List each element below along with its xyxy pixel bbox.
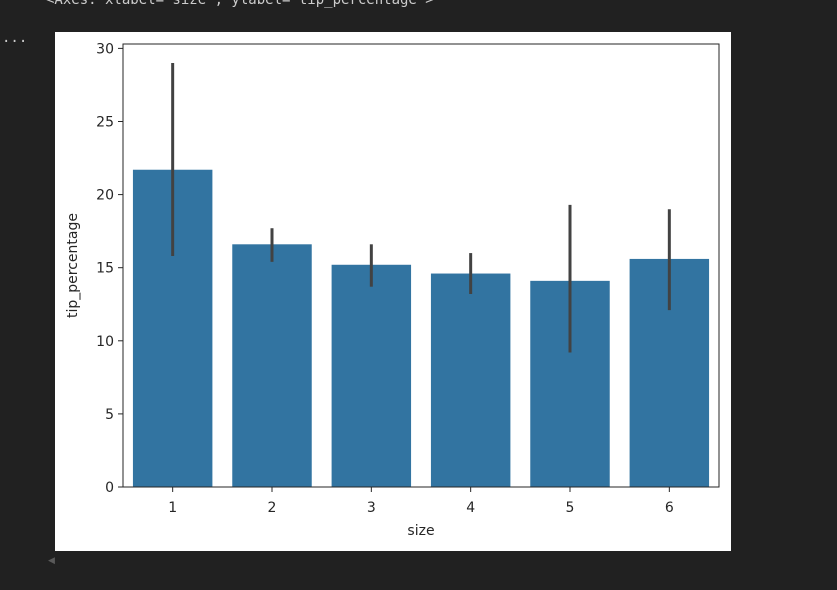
x-tick-label-2: 2	[268, 500, 277, 516]
output-collapse-ellipsis[interactable]: ...	[2, 30, 28, 46]
bar-2	[232, 244, 312, 487]
y-tick-label-0: 0	[105, 480, 114, 496]
x-tick-label-1: 1	[168, 500, 177, 516]
error-bars-layer	[171, 63, 671, 353]
y-tick-label-5: 5	[105, 407, 114, 423]
y-tick-label-15: 15	[96, 261, 114, 277]
bar-3	[331, 264, 412, 487]
y-axis-label: tip_percentage	[65, 213, 81, 318]
bar-chart: 0 5 10 15 20 25 30 1 2 3 4 5 6 size tip_percentage	[65, 41, 720, 539]
bars-layer	[132, 169, 710, 488]
y-axis: 0 5 10 15 20 25 30	[96, 41, 123, 496]
x-axis-label: size	[407, 523, 434, 539]
chart-figure: 0 5 10 15 20 25 30 1 2 3 4 5 6 size tip_percentage	[55, 32, 731, 551]
y-tick-label-20: 20	[96, 188, 114, 204]
x-tick-label-5: 5	[566, 500, 575, 516]
bar-4	[430, 273, 511, 487]
y-tick-label-30: 30	[96, 41, 114, 57]
y-tick-label-25: 25	[96, 114, 114, 130]
x-axis: 1 2 3 4 5 6	[168, 487, 674, 516]
output-repr-text: <Axes: xlabel='size', ylabel='tip_percen…	[46, 0, 434, 8]
x-tick-label-6: 6	[665, 500, 674, 516]
y-tick-label-10: 10	[96, 334, 114, 350]
x-tick-label-4: 4	[466, 500, 475, 516]
plot-frame	[122, 43, 720, 488]
scroll-left-icon[interactable]: ◀	[48, 556, 55, 566]
x-tick-label-3: 3	[367, 500, 376, 516]
